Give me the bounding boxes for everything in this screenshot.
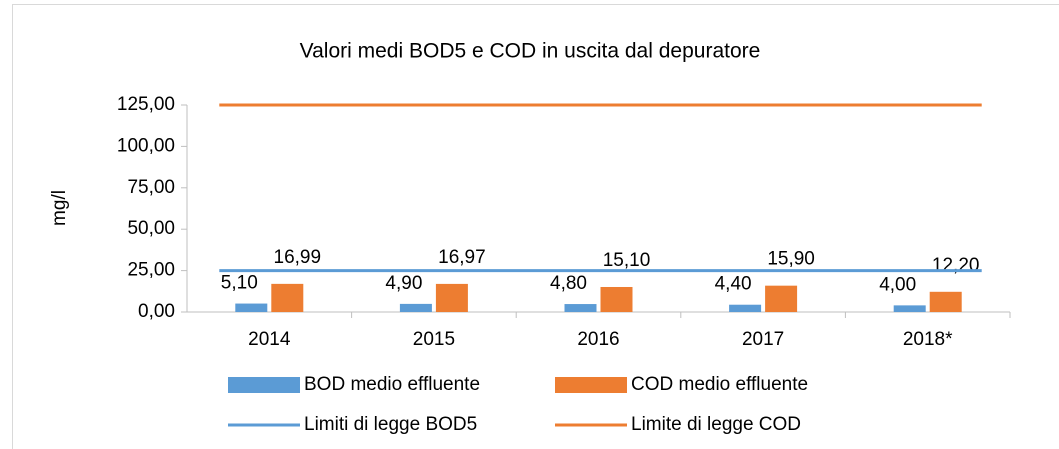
legend-label: COD medio effluente bbox=[631, 374, 808, 395]
legend-label: Limite di legge COD bbox=[631, 414, 801, 435]
data-label: 15,90 bbox=[767, 249, 815, 270]
x-tick-label: 2016 bbox=[577, 329, 619, 350]
bar bbox=[765, 285, 798, 312]
x-tick-label: 2018* bbox=[903, 329, 953, 350]
bar bbox=[893, 305, 926, 312]
legend-label: BOD medio effluente bbox=[304, 374, 480, 395]
data-label: 12,20 bbox=[932, 255, 980, 276]
y-tick-label: 50,00 bbox=[127, 218, 175, 239]
y-tick-label: 0,00 bbox=[138, 301, 175, 322]
x-tick-label: 2017 bbox=[742, 329, 784, 350]
y-tick-label: 100,00 bbox=[117, 135, 175, 156]
legend-label: Limiti di legge BOD5 bbox=[304, 414, 477, 435]
bar bbox=[271, 283, 304, 312]
bar bbox=[600, 286, 633, 312]
x-tick-label: 2014 bbox=[248, 329, 291, 350]
bar bbox=[399, 303, 432, 312]
data-label: 4,80 bbox=[550, 273, 587, 294]
data-label: 4,90 bbox=[385, 273, 422, 294]
data-label: 15,10 bbox=[603, 250, 651, 271]
chart-title: Valori medi BOD5 e COD in uscita dal dep… bbox=[300, 40, 761, 63]
y-axis-label: mg/l bbox=[49, 190, 70, 226]
y-tick-label: 75,00 bbox=[127, 177, 175, 198]
bar bbox=[564, 304, 597, 312]
bar bbox=[929, 291, 962, 312]
chart-border bbox=[12, 4, 1059, 449]
data-label: 4,00 bbox=[879, 274, 916, 295]
data-label: 16,99 bbox=[274, 247, 322, 268]
data-label: 4,40 bbox=[715, 274, 752, 295]
x-tick-label: 2015 bbox=[413, 329, 455, 350]
data-label: 5,10 bbox=[221, 273, 258, 294]
legend-swatch bbox=[228, 377, 300, 393]
y-tick-label: 25,00 bbox=[127, 260, 175, 281]
y-tick-label: 125,00 bbox=[117, 94, 175, 115]
data-label: 16,97 bbox=[438, 247, 486, 268]
bar bbox=[235, 303, 268, 312]
bar bbox=[729, 304, 762, 312]
bar bbox=[435, 283, 468, 312]
legend-swatch bbox=[555, 377, 627, 393]
